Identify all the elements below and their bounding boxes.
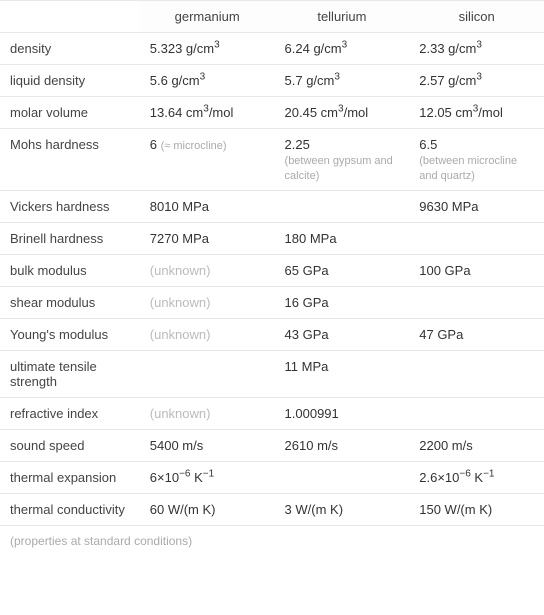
property-value: 16 GPa [275,287,410,319]
property-value: (unknown) [140,319,275,351]
property-value [409,351,544,398]
property-value: 13.64 cm3/mol [140,97,275,129]
property-value: 6.24 g/cm3 [275,33,410,65]
property-value: 65 GPa [275,255,410,287]
header-silicon: silicon [409,1,544,33]
property-value [275,191,410,223]
property-value: 6×10−6 K−1 [140,462,275,494]
property-label: Young's modulus [0,319,140,351]
property-value: 180 MPa [275,223,410,255]
property-value: 5.6 g/cm3 [140,65,275,97]
property-value: 2.33 g/cm3 [409,33,544,65]
property-value [409,223,544,255]
property-value: 2.57 g/cm3 [409,65,544,97]
property-value: 11 MPa [275,351,410,398]
property-value: 7270 MPa [140,223,275,255]
property-label: Vickers hardness [0,191,140,223]
property-value: 2610 m/s [275,430,410,462]
table-body: density5.323 g/cm36.24 g/cm32.33 g/cm3li… [0,33,544,526]
property-value: 150 W/(m K) [409,494,544,526]
table-row: molar volume13.64 cm3/mol20.45 cm3/mol12… [0,97,544,129]
property-label: ultimate tensile strength [0,351,140,398]
table-row: thermal expansion6×10−6 K−1 2.6×10−6 K−1 [0,462,544,494]
property-value: 6.5(between microcline and quartz) [409,129,544,191]
property-value: 5400 m/s [140,430,275,462]
table-row: thermal conductivity60 W/(m K)3 W/(m K)1… [0,494,544,526]
property-label: refractive index [0,398,140,430]
property-value: (unknown) [140,398,275,430]
property-value: 2.6×10−6 K−1 [409,462,544,494]
header-tellurium: tellurium [275,1,410,33]
table-row: sound speed5400 m/s2610 m/s2200 m/s [0,430,544,462]
properties-table: germaniumtelluriumsilicon density5.323 g… [0,0,544,556]
header-empty [0,1,140,33]
property-label: shear modulus [0,287,140,319]
table-row: Mohs hardness6 (≈ microcline)2.25(betwee… [0,129,544,191]
table-row: shear modulus(unknown)16 GPa [0,287,544,319]
property-value: 9630 MPa [409,191,544,223]
table-header: germaniumtelluriumsilicon [0,1,544,33]
table-row: density5.323 g/cm36.24 g/cm32.33 g/cm3 [0,33,544,65]
property-value: 5.7 g/cm3 [275,65,410,97]
table-row: Vickers hardness8010 MPa 9630 MPa [0,191,544,223]
table-row: bulk modulus(unknown)65 GPa100 GPa [0,255,544,287]
table-row: refractive index(unknown)1.000991 [0,398,544,430]
property-label: bulk modulus [0,255,140,287]
property-value: 43 GPa [275,319,410,351]
property-value: 2200 m/s [409,430,544,462]
property-label: liquid density [0,65,140,97]
property-label: Mohs hardness [0,129,140,191]
property-value [140,351,275,398]
property-label: molar volume [0,97,140,129]
property-value: 5.323 g/cm3 [140,33,275,65]
property-value: 60 W/(m K) [140,494,275,526]
property-label: density [0,33,140,65]
property-value: (unknown) [140,255,275,287]
property-value: 3 W/(m K) [275,494,410,526]
property-value: 20.45 cm3/mol [275,97,410,129]
property-value: 2.25(between gypsum and calcite) [275,129,410,191]
table-row: liquid density5.6 g/cm35.7 g/cm32.57 g/c… [0,65,544,97]
property-value: 100 GPa [409,255,544,287]
property-value: 1.000991 [275,398,410,430]
property-label: sound speed [0,430,140,462]
table-row: ultimate tensile strength 11 MPa [0,351,544,398]
header-germanium: germanium [140,1,275,33]
table-row: Young's modulus(unknown)43 GPa47 GPa [0,319,544,351]
property-value [409,287,544,319]
table-row: Brinell hardness7270 MPa180 MPa [0,223,544,255]
property-value: 6 (≈ microcline) [140,129,275,191]
property-value: (unknown) [140,287,275,319]
property-value: 12.05 cm3/mol [409,97,544,129]
table-footer: (properties at standard conditions) [0,526,544,557]
property-label: thermal conductivity [0,494,140,526]
property-label: thermal expansion [0,462,140,494]
property-value: 47 GPa [409,319,544,351]
property-value: 8010 MPa [140,191,275,223]
property-value [409,398,544,430]
property-label: Brinell hardness [0,223,140,255]
property-value [275,462,410,494]
